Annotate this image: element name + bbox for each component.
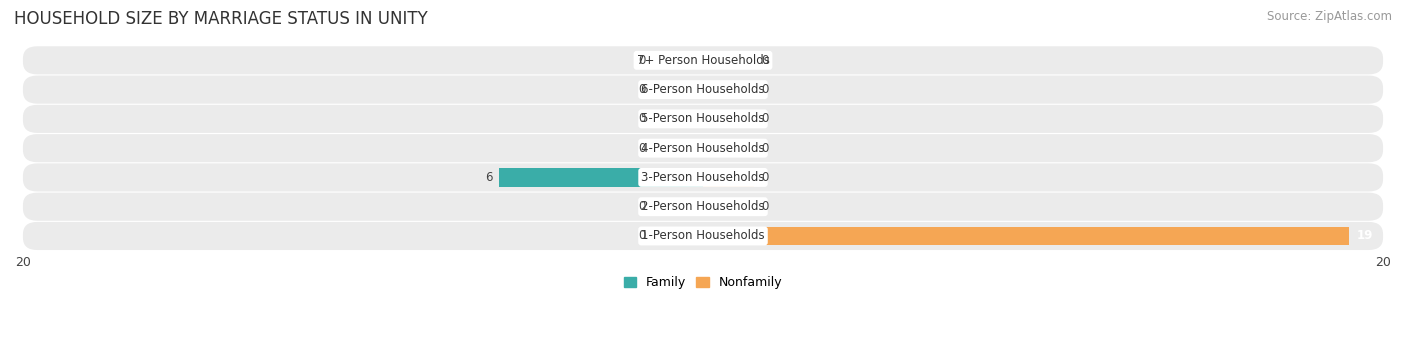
Text: 0: 0 <box>761 54 768 67</box>
Text: 6-Person Households: 6-Person Households <box>641 83 765 96</box>
Text: 0: 0 <box>761 83 768 96</box>
Text: 1-Person Households: 1-Person Households <box>641 229 765 242</box>
Bar <box>652 227 703 245</box>
Bar <box>703 110 754 128</box>
Text: 4-Person Households: 4-Person Households <box>641 142 765 155</box>
Text: 5-Person Households: 5-Person Households <box>641 113 765 125</box>
FancyBboxPatch shape <box>22 76 1384 104</box>
Bar <box>499 168 703 187</box>
Bar <box>703 80 754 99</box>
Bar <box>652 110 703 128</box>
Text: 0: 0 <box>761 113 768 125</box>
FancyBboxPatch shape <box>22 163 1384 192</box>
Text: Source: ZipAtlas.com: Source: ZipAtlas.com <box>1267 10 1392 23</box>
Text: 7+ Person Households: 7+ Person Households <box>637 54 769 67</box>
Text: 19: 19 <box>1357 229 1372 242</box>
Bar <box>703 227 1350 245</box>
Bar <box>652 51 703 70</box>
Text: 0: 0 <box>761 142 768 155</box>
Text: 0: 0 <box>638 200 645 213</box>
Bar <box>652 198 703 216</box>
FancyBboxPatch shape <box>22 46 1384 74</box>
Text: 0: 0 <box>761 200 768 213</box>
Text: 0: 0 <box>638 142 645 155</box>
Text: 0: 0 <box>761 171 768 184</box>
Text: 0: 0 <box>638 83 645 96</box>
Text: 6: 6 <box>485 171 492 184</box>
Bar <box>652 139 703 157</box>
Bar <box>703 168 754 187</box>
Legend: Family, Nonfamily: Family, Nonfamily <box>624 277 782 290</box>
FancyBboxPatch shape <box>22 134 1384 162</box>
Text: HOUSEHOLD SIZE BY MARRIAGE STATUS IN UNITY: HOUSEHOLD SIZE BY MARRIAGE STATUS IN UNI… <box>14 10 427 28</box>
Text: 0: 0 <box>638 113 645 125</box>
Bar <box>703 139 754 157</box>
FancyBboxPatch shape <box>22 222 1384 250</box>
Text: 0: 0 <box>638 54 645 67</box>
Text: 0: 0 <box>638 229 645 242</box>
FancyBboxPatch shape <box>22 193 1384 221</box>
FancyBboxPatch shape <box>22 105 1384 133</box>
Text: 2-Person Households: 2-Person Households <box>641 200 765 213</box>
Bar <box>703 51 754 70</box>
Bar <box>703 198 754 216</box>
Bar <box>652 80 703 99</box>
Text: 3-Person Households: 3-Person Households <box>641 171 765 184</box>
